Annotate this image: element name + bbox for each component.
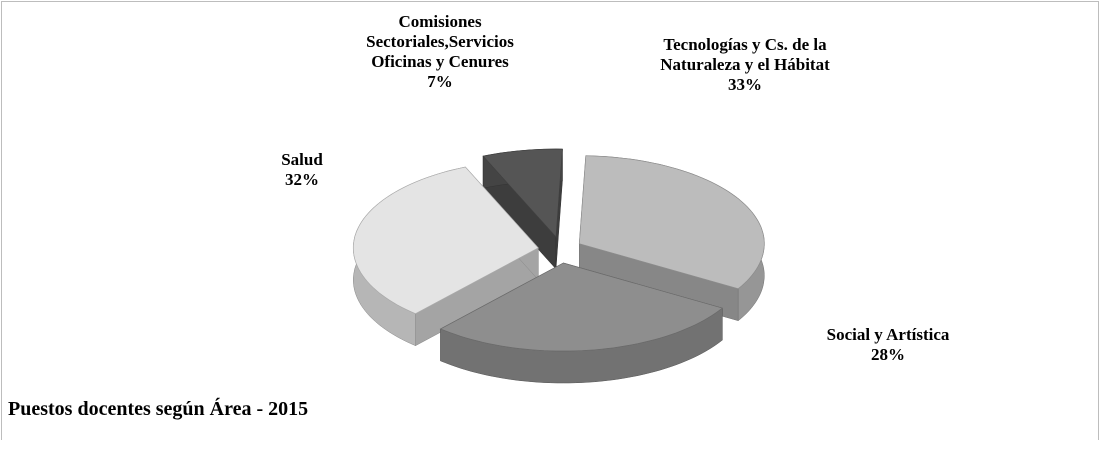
pie-slice <box>439 262 724 384</box>
category-label: Social y Artística <box>826 325 950 344</box>
chart-frame <box>1 1 1099 440</box>
value-label: 7% <box>427 72 453 91</box>
value-label: 32% <box>285 170 319 189</box>
slice-top <box>578 155 765 290</box>
category-label: Salud <box>281 150 323 169</box>
category-label: Comisiones Sectoriales,Servicios Oficina… <box>366 12 514 71</box>
slice-label: Comisiones Sectoriales,Servicios Oficina… <box>340 12 540 92</box>
slice-top <box>482 148 563 238</box>
value-label: 33% <box>728 75 762 94</box>
value-label: 28% <box>871 345 905 364</box>
slice-top <box>439 262 724 352</box>
slice-label: Tecnologías y Cs. de la Naturaleza y el … <box>640 35 850 95</box>
pie-slice <box>482 148 563 270</box>
slice-top <box>352 166 539 315</box>
slice-label: Salud 32% <box>242 150 362 190</box>
slice-label: Social y Artística 28% <box>788 325 988 365</box>
chart-title: Puestos docentes según Área - 2015 <box>8 398 309 420</box>
category-label: Tecnologías y Cs. de la Naturaleza y el … <box>660 35 830 74</box>
pie-slice <box>352 166 539 347</box>
